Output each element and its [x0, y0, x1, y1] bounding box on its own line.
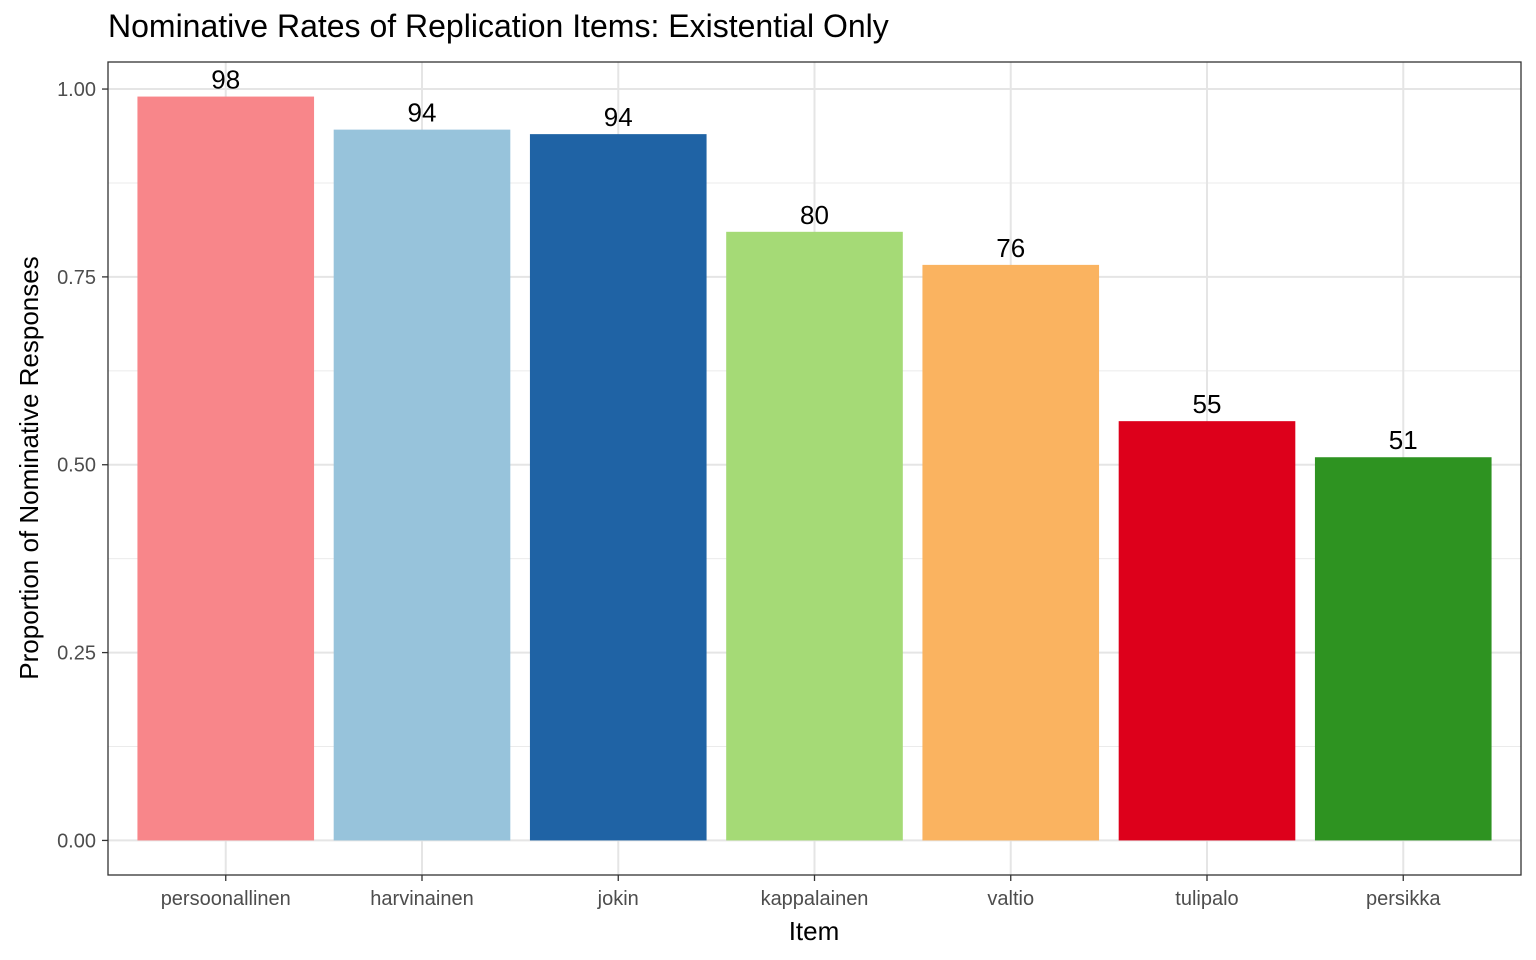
x-tick-label: tulipalo: [1175, 888, 1238, 910]
bar-kappalainen: [726, 231, 903, 841]
data-label: 51: [1389, 425, 1418, 455]
bar-valtio: [922, 264, 1100, 841]
x-tick-label: valtio: [987, 888, 1034, 910]
bar-tulipalo: [1118, 421, 1296, 841]
data-label: 94: [604, 102, 633, 132]
x-tick-label: persoonallinen: [161, 888, 291, 910]
data-label: 55: [1193, 389, 1222, 419]
x-tick-label: harvinainen: [370, 888, 473, 910]
bar-jokin: [529, 134, 707, 841]
data-label: 80: [800, 200, 829, 230]
x-tick-label: jokin: [597, 888, 639, 910]
data-labels: 98 94 94 80 76 55 51: [211, 65, 1417, 456]
y-tick-label: 0.50: [57, 455, 96, 477]
data-label: 76: [996, 233, 1025, 263]
chart-title: Nominative Rates of Replication Items: E…: [108, 8, 889, 44]
y-tick-label: 0.75: [57, 267, 96, 289]
x-axis-title: Item: [789, 916, 840, 946]
y-tick-label: 1.00: [57, 79, 96, 101]
data-label: 98: [211, 65, 240, 95]
x-tick-label: kappalainen: [761, 888, 869, 910]
data-label: 94: [408, 98, 437, 128]
bar-persoonallinen: [137, 96, 315, 841]
y-tick-label: 0.00: [57, 830, 96, 852]
bar-harvinainen: [333, 129, 511, 841]
y-tick-label: 0.25: [57, 643, 96, 665]
axes: 0.00 0.25 0.50 0.75 1.00 persoonallinen harvin…: [57, 79, 1441, 910]
bars: [137, 96, 1492, 841]
y-axis-title: Proportion of Nominative Responses: [14, 256, 44, 679]
bar-persikka: [1314, 457, 1492, 841]
x-tick-label: persikka: [1366, 888, 1441, 910]
